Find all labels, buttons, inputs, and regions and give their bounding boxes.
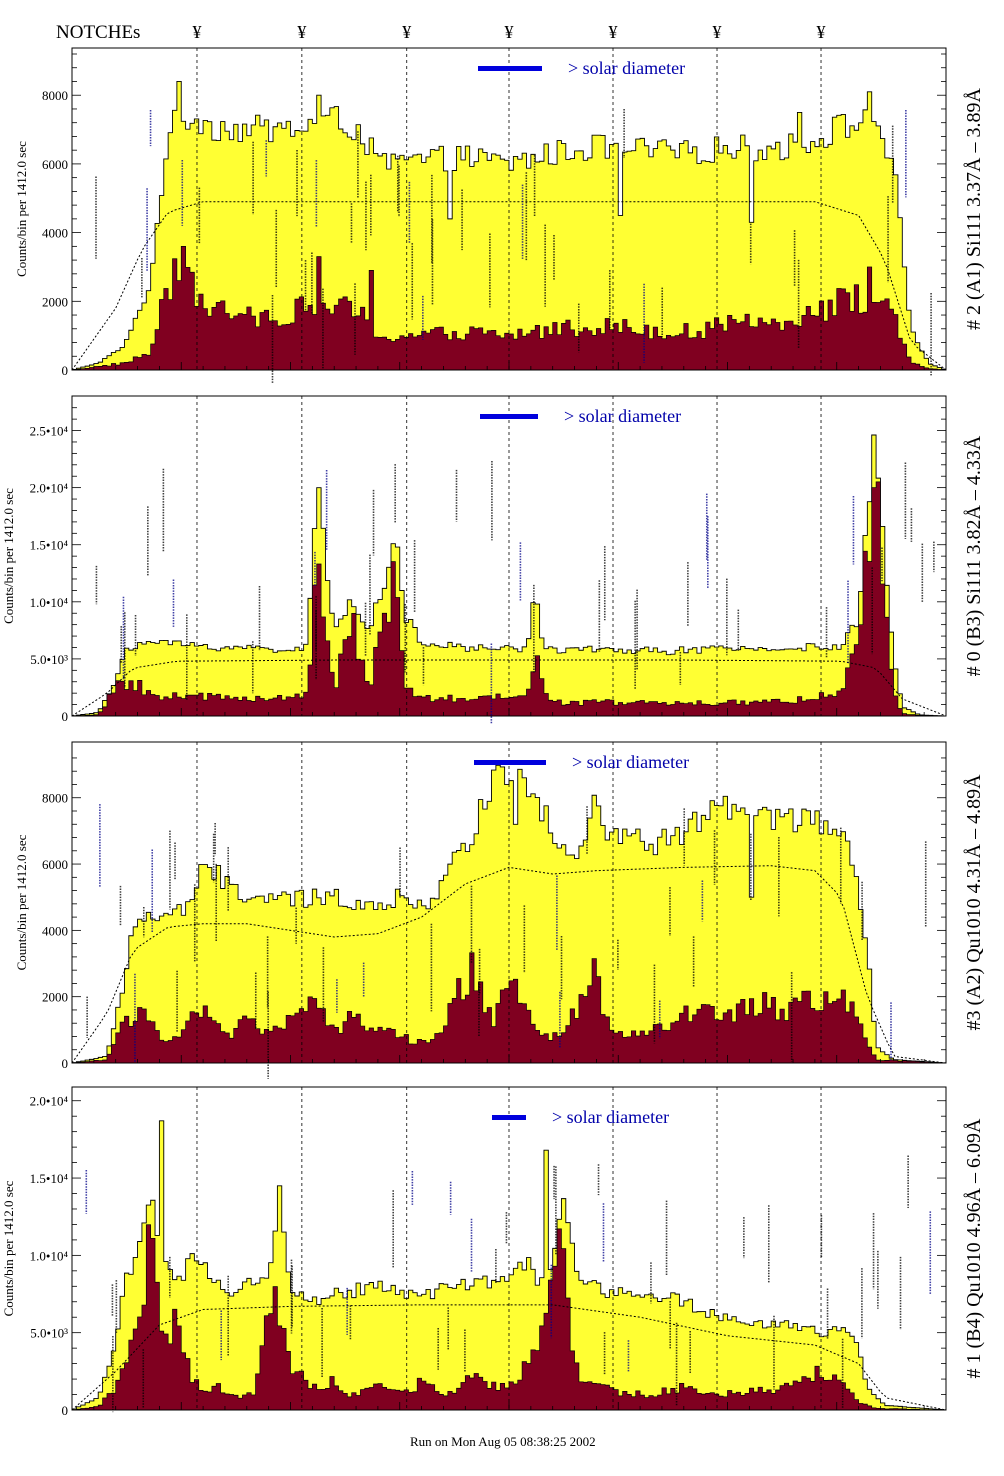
legend-bar: [474, 760, 546, 765]
y-axis-label: Counts/bin per 1412.0 sec: [14, 141, 29, 277]
notch-marker: ¥: [609, 22, 618, 42]
y-tick-label: 2.5•10⁴: [30, 424, 69, 439]
inner-histogram: [71, 245, 947, 371]
legend-text: > solar diameter: [568, 58, 685, 78]
panel-side-label: # 0 (B3) Si111 3.82Å – 4.33Å: [963, 435, 985, 676]
y-tick-label: 0: [62, 1403, 69, 1418]
y-tick-label: 1.0•10⁴: [30, 1248, 69, 1263]
notches-label: NOTCHEs: [56, 22, 140, 43]
legend-text: > solar diameter: [552, 1107, 669, 1127]
mean-curve: [71, 865, 947, 1064]
notch-marker: ¥: [713, 22, 722, 42]
notch-markers: ¥ ¥ ¥ ¥ ¥ ¥ ¥: [192, 22, 825, 42]
panel-side-label: #3 (A2) Qu1010 4.31Å – 4.89Å: [963, 774, 985, 1031]
y-tick-label: 8000: [42, 791, 68, 806]
panel-side-label: # 2 (A1) Si111 3.37Å – 3.89Å: [963, 88, 985, 330]
chart-panels: 0 2000 4000 6000 8000 Counts/bin per 1412.0 s…: [1, 47, 985, 1418]
notch-marker: ¥: [192, 22, 201, 42]
y-axis-label: Counts/bin per 1412.0 sec: [14, 834, 29, 970]
y-tick-label: 2000: [42, 990, 68, 1005]
notch-marker: ¥: [505, 22, 514, 42]
mean-curve: [71, 201, 947, 371]
y-tick-label: 6000: [42, 157, 68, 172]
y-tick-label: 0: [62, 1056, 69, 1071]
y-axis-label: Counts/bin per 1412.0 sec: [1, 488, 16, 624]
y-tick-label: 1.0•10⁴: [30, 595, 69, 610]
legend-bar: [492, 1115, 526, 1120]
panel-side-label: # 1 (B4) Qu1010 4.96Å – 6.09Å: [963, 1118, 985, 1379]
y-tick-label: 1.5•10⁴: [30, 538, 69, 553]
chart-panel: 0 2000 4000 6000 8000 Counts/bin per 1412.0 s…: [14, 47, 985, 383]
mean-curve: [71, 1304, 947, 1411]
legend-bar: [480, 414, 538, 419]
run-footer: Run on Mon Aug 05 08:38:25 2002: [410, 1434, 596, 1449]
y-tick-label: 1.5•10⁴: [30, 1171, 69, 1186]
y-tick-label: 0: [62, 709, 69, 724]
y-tick-label: 5.0•10³: [30, 652, 68, 667]
y-tick-label: 8000: [42, 88, 68, 103]
notch-marker: ¥: [297, 22, 306, 42]
notch-marker: ¥: [402, 22, 411, 42]
legend-bar: [478, 66, 542, 71]
y-axis-label: Counts/bin per 1412.0 sec: [1, 1180, 16, 1316]
y-tick-label: 2.0•10⁴: [30, 481, 69, 496]
chart-panel: 0 2000 4000 6000 8000 Counts/bin per 1412.0 s…: [14, 741, 985, 1079]
chart-panel: 0 5.0•10³ 1.0•10⁴ 1.5•10⁴ 2.0•10⁴ 2.5•10⁴ Coun…: [1, 395, 985, 724]
legend-text: > solar diameter: [564, 406, 681, 426]
chart-panel: 0 5.0•10³ 1.0•10⁴ 1.5•10⁴ 2.0•10⁴ Counts/bin …: [1, 1086, 985, 1418]
y-tick-label: 2.0•10⁴: [30, 1094, 69, 1109]
y-tick-label: 0: [62, 363, 69, 378]
y-tick-label: 5.0•10³: [30, 1326, 68, 1341]
y-tick-label: 4000: [42, 226, 68, 241]
y-tick-label: 4000: [42, 923, 68, 938]
y-tick-label: 6000: [42, 857, 68, 872]
notch-marker: ¥: [817, 22, 826, 42]
y-tick-label: 2000: [42, 294, 68, 309]
legend-text: > solar diameter: [572, 752, 689, 772]
